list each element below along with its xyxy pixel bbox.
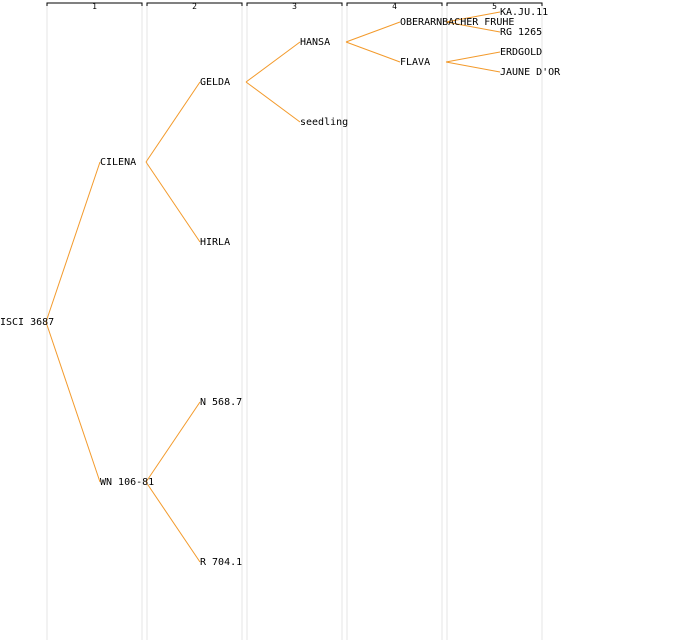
generation-5-bracket <box>446 2 543 6</box>
pedigree-edge <box>345 41 401 63</box>
pedigree-edges <box>45 11 501 563</box>
generation-label: 2 <box>192 2 197 11</box>
generation-2-bracket <box>146 2 243 6</box>
generation-3-bracket <box>246 2 343 6</box>
pedigree-edge <box>445 61 501 73</box>
pedigree-edge <box>345 21 401 43</box>
pedigree-node-label[interactable]: HIRLA <box>200 237 230 248</box>
pedigree-node-label[interactable]: seedling <box>300 117 348 128</box>
pedigree-node-label[interactable]: ERDGOLD <box>500 47 542 58</box>
pedigree-node-label[interactable]: CILENA <box>100 157 136 168</box>
pedigree-edge <box>145 161 201 243</box>
generation-label: 5 <box>492 2 497 11</box>
generation-columns: 1 2 3 4 5 <box>46 2 543 640</box>
generation-1-bracket <box>46 2 143 6</box>
pedigree-node-label[interactable]: WN 106-81 <box>100 477 154 488</box>
pedigree-node-label[interactable]: ISCI 3687 <box>0 317 54 328</box>
pedigree-edge <box>245 41 301 83</box>
pedigree-edge <box>445 21 501 33</box>
pedigree-edge <box>445 11 501 23</box>
pedigree-edge <box>145 481 201 563</box>
pedigree-node-label[interactable]: OBERARNBACHER FRUHE <box>400 17 514 28</box>
generation-label: 3 <box>292 2 297 11</box>
pedigree-edge <box>445 51 501 63</box>
pedigree-nodes: ISCI 3687 CILENA WN 106-81 GELDA HIRLA N 568.… <box>0 7 561 568</box>
pedigree-node-label[interactable]: N 568.7 <box>200 397 242 408</box>
pedigree-node-label[interactable]: FLAVA <box>400 57 430 68</box>
generation-label: 1 <box>92 2 97 11</box>
pedigree-node-label[interactable]: RG 1265 <box>500 27 542 38</box>
pedigree-node-label[interactable]: GELDA <box>200 77 230 88</box>
pedigree-edge <box>245 81 301 123</box>
pedigree-node-label[interactable]: R 704.1 <box>200 557 242 568</box>
pedigree-node-label[interactable]: KA.JU.11 <box>500 7 548 18</box>
pedigree-edge <box>145 81 201 163</box>
pedigree-edge <box>45 321 101 483</box>
pedigree-node-label[interactable]: HANSA <box>300 37 330 48</box>
pedigree-edge <box>45 161 101 323</box>
generation-label: 4 <box>392 2 397 11</box>
pedigree-node-label[interactable]: JAUNE D'OR <box>500 67 561 78</box>
generation-4-bracket <box>346 2 443 6</box>
pedigree-edge <box>145 401 201 483</box>
